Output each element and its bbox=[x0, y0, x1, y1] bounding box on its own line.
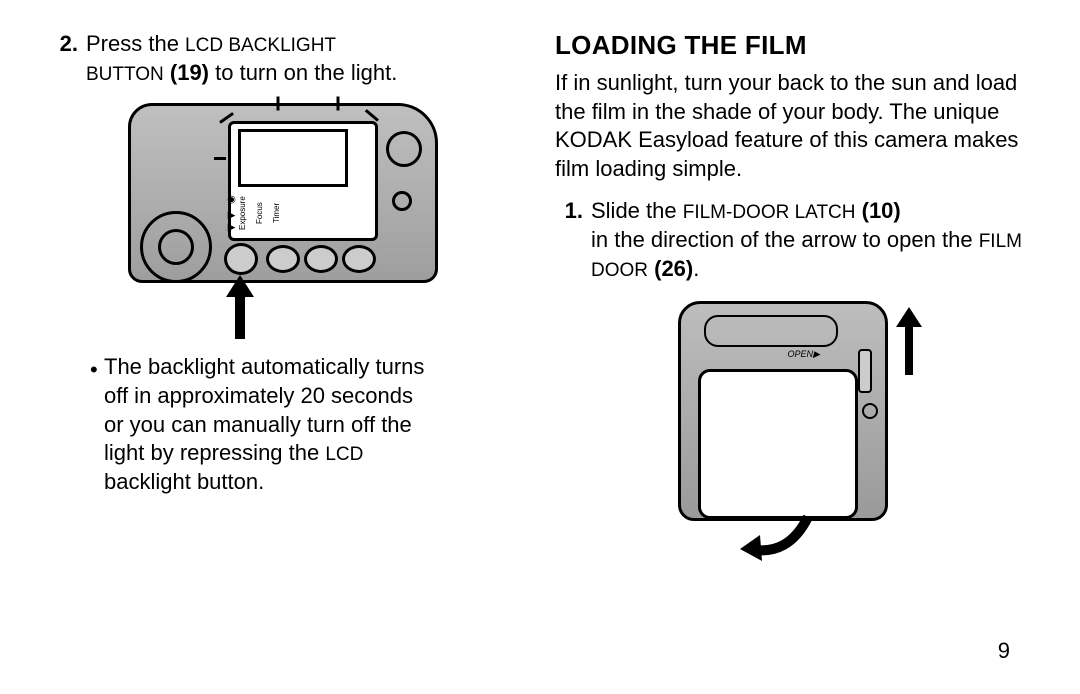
open-label: OPEN▶ bbox=[788, 349, 820, 360]
t-ref: (26) bbox=[648, 256, 693, 281]
t: off in approximately 20 seconds bbox=[104, 383, 413, 408]
step-1: 1. Slide the FILM-DOOR LATCH (10) in the… bbox=[555, 197, 1040, 283]
step-text: Press the LCD BACKLIGHT BUTTON (19) to t… bbox=[86, 30, 515, 87]
manual-page: 2. Press the LCD BACKLIGHT BUTTON (19) t… bbox=[0, 0, 1080, 694]
step-2: 2. Press the LCD BACKLIGHT BUTTON (19) t… bbox=[50, 30, 515, 87]
arrow-curve-icon bbox=[738, 509, 818, 559]
t-sc: LCD BACKLIGHT bbox=[185, 35, 336, 56]
t-sc: BUTTON bbox=[86, 64, 164, 85]
t-sc: FILM-DOOR LATCH bbox=[683, 202, 856, 223]
t: backlight button. bbox=[104, 469, 264, 494]
right-column: LOADING THE FILM If in sunlight, turn yo… bbox=[545, 30, 1040, 674]
intro-paragraph: If in sunlight, turn your back to the su… bbox=[555, 69, 1040, 183]
step-number: 2. bbox=[50, 30, 86, 59]
section-heading: LOADING THE FILM bbox=[555, 30, 1040, 61]
page-number: 9 bbox=[998, 638, 1010, 664]
t: or you can manually turn off the bbox=[104, 412, 412, 437]
lcd-label-focus: Focus bbox=[255, 191, 264, 235]
t: The backlight automatically turns bbox=[104, 354, 424, 379]
camera-back-illustration: OPEN▶ bbox=[648, 289, 948, 569]
lcd-marks: ◀◀ ◉ bbox=[226, 193, 237, 233]
bullet-dot: • bbox=[90, 353, 104, 381]
step-number: 1. bbox=[555, 197, 591, 226]
step-text: Slide the FILM-DOOR LATCH (10) in the di… bbox=[591, 197, 1040, 283]
t-ref: (10) bbox=[856, 198, 901, 223]
lcd-label-timer: Timer bbox=[272, 191, 281, 235]
t: Slide the bbox=[591, 198, 683, 223]
bullet-note: • The backlight automatically turns off … bbox=[90, 353, 515, 496]
t: . bbox=[693, 256, 699, 281]
figure-lcd-backlight: ◀◀ ◉ Exposure Focus Timer bbox=[50, 103, 515, 343]
figure-film-door: OPEN▶ bbox=[555, 289, 1040, 569]
t: to turn on the light. bbox=[209, 60, 397, 85]
bullet-text: The backlight automatically turns off in… bbox=[104, 353, 515, 496]
t: Press the bbox=[86, 31, 185, 56]
t-sc: LCD bbox=[325, 444, 363, 465]
t: light by repressing the bbox=[104, 440, 325, 465]
lcd-label-exposure: Exposure bbox=[238, 191, 247, 235]
left-column: 2. Press the LCD BACKLIGHT BUTTON (19) t… bbox=[50, 30, 545, 674]
camera-top-illustration: ◀◀ ◉ Exposure Focus Timer bbox=[128, 103, 438, 343]
t: in the direction of the arrow to open th… bbox=[591, 227, 979, 252]
pointer-arrow-icon bbox=[228, 275, 252, 339]
t-ref: (19) bbox=[164, 60, 209, 85]
arrow-up-icon bbox=[898, 307, 920, 377]
